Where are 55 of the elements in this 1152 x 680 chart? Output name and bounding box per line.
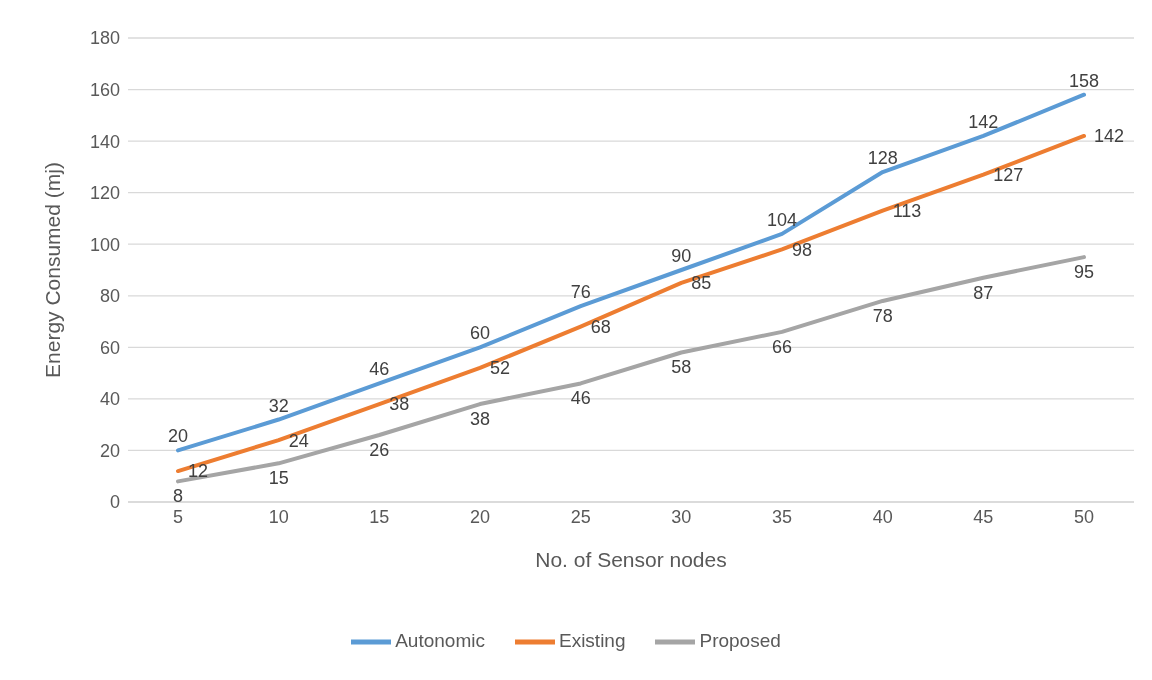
y-tick-label: 40: [99, 389, 120, 410]
legend-label: Autonomic: [395, 630, 485, 652]
data-label: 142: [1094, 126, 1125, 147]
data-label: 158: [1068, 70, 1100, 91]
data-label: 142: [968, 111, 999, 132]
y-tick-label: 180: [89, 28, 120, 49]
data-label: 46: [369, 359, 390, 380]
y-tick-label: 160: [89, 79, 120, 100]
data-label: 66: [771, 336, 793, 357]
data-label: 15: [268, 468, 289, 489]
data-label: 78: [872, 305, 893, 326]
data-label: 68: [590, 317, 611, 338]
data-label: 12: [188, 461, 209, 482]
data-label: 113: [892, 201, 922, 222]
data-label: 87: [973, 282, 994, 303]
data-label: 26: [369, 439, 390, 460]
data-label: 38: [469, 408, 491, 429]
x-tick-label: 40: [872, 506, 893, 527]
data-label: 127: [993, 165, 1024, 186]
data-label: 90: [671, 246, 692, 266]
data-label: 76: [570, 282, 591, 303]
data-label: 32: [268, 395, 289, 416]
x-tick-label: 50: [1073, 506, 1095, 527]
data-label: 98: [792, 239, 813, 260]
data-label: 52: [490, 358, 511, 379]
data-label: 38: [389, 394, 410, 415]
x-tick-label: 10: [268, 506, 289, 527]
x-tick-label: 15: [369, 506, 390, 527]
y-tick-label: 60: [99, 337, 120, 358]
x-tick-label: 20: [469, 506, 491, 527]
x-tick-label: 35: [771, 506, 793, 527]
x-tick-label: 5: [172, 506, 184, 527]
y-tick-label: 140: [89, 131, 120, 152]
y-tick-label: 20: [99, 440, 120, 461]
x-axis-title: No. of Sensor nodes: [535, 548, 727, 571]
legend-label: Existing: [558, 630, 626, 652]
legend-label: Proposed: [699, 630, 781, 652]
y-tick-label: 100: [89, 234, 120, 255]
data-label: 24: [288, 430, 309, 451]
data-label: 128: [867, 148, 898, 169]
data-label: 85: [691, 273, 712, 294]
y-tick-label: 0: [109, 492, 120, 513]
data-label: 8: [172, 486, 184, 507]
data-label: 104: [766, 209, 798, 230]
y-tick-label: 120: [89, 183, 120, 204]
data-label: 20: [167, 426, 189, 447]
x-tick-label: 30: [671, 506, 692, 527]
data-label: 60: [469, 323, 491, 344]
data-label: 46: [570, 388, 591, 409]
x-tick-label: 45: [973, 506, 994, 527]
data-label: 95: [1073, 261, 1095, 282]
x-tick-label: 25: [570, 506, 591, 527]
data-label: 58: [671, 357, 692, 378]
y-axis-title: Energy Consumed (mj): [41, 162, 65, 378]
y-tick-label: 80: [99, 286, 120, 307]
